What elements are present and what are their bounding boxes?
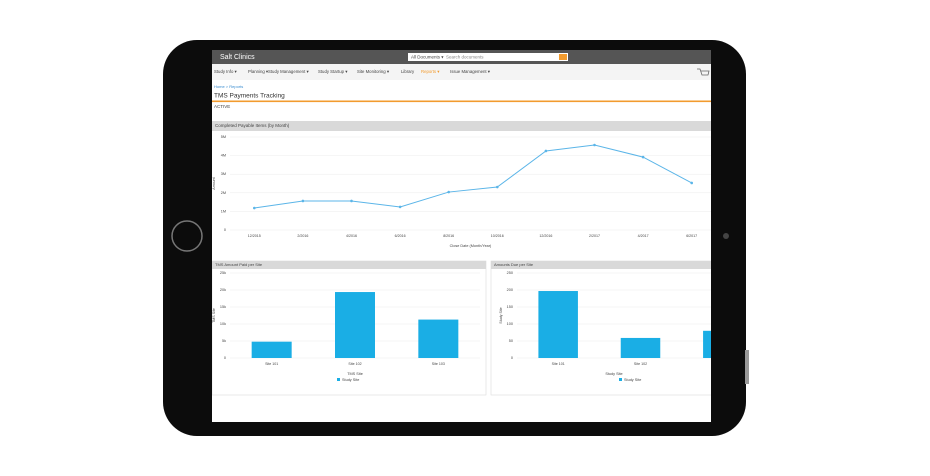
y-tick-label: 0 xyxy=(224,356,226,360)
y-tick-label: 4M xyxy=(221,154,226,158)
nav-bar xyxy=(212,64,711,80)
point xyxy=(350,199,353,203)
x-tick-label: Site 103 xyxy=(432,362,445,366)
point xyxy=(253,206,256,210)
y-tick-label: 20k xyxy=(220,288,226,292)
legend-swatch xyxy=(337,378,340,381)
y-axis-label: Study Site xyxy=(499,307,503,323)
screen: Salt Clinics All Documents ▾ Search docu… xyxy=(212,50,711,422)
x-tick-label: 2/2017 xyxy=(589,234,600,238)
title-rule xyxy=(212,100,711,103)
x-tick-label: 12/2016 xyxy=(539,234,552,238)
search-button[interactable] xyxy=(559,54,567,60)
y-tick-label: 0 xyxy=(511,356,513,360)
x-axis-label: Study Site xyxy=(605,372,622,376)
x-tick-label: 12/2015 xyxy=(248,234,261,238)
x-tick-label: Site 101 xyxy=(265,362,278,366)
x-tick-label: 6/2017 xyxy=(686,234,697,238)
point xyxy=(398,205,402,209)
page-title: TMS Payments Tracking xyxy=(214,93,285,100)
camera xyxy=(723,233,729,239)
nav-item[interactable]: Study Info ▾ xyxy=(214,69,237,74)
nav-item[interactable]: Library xyxy=(401,69,415,74)
home-button[interactable] xyxy=(171,220,203,252)
x-axis-label: Close Date (Month/Year) xyxy=(450,244,492,248)
nav-item[interactable]: Study Startup ▾ xyxy=(318,69,347,74)
point xyxy=(447,190,451,194)
y-tick-label: 50 xyxy=(509,339,513,343)
x-tick-label: 6/2016 xyxy=(395,234,406,238)
bar-panel xyxy=(490,260,711,396)
search-box[interactable] xyxy=(408,53,568,61)
x-tick-label: 2/2016 xyxy=(297,234,308,238)
nav-item[interactable]: Site Monitoring ▾ xyxy=(357,69,389,74)
x-tick-label: 10/2016 xyxy=(491,234,504,238)
panel-title: TMS Amount Paid per Site xyxy=(215,262,263,267)
y-tick-label: 15k xyxy=(220,305,226,309)
nav-item[interactable]: Issue Management ▾ xyxy=(450,69,490,74)
search-placeholder[interactable]: Search documents xyxy=(446,55,484,60)
search-scope[interactable]: All Documents ▾ xyxy=(411,55,444,60)
charts: 0 1M 2M 3M 4M 5M Amount Close Date (Month/Year)… xyxy=(212,135,711,382)
bar xyxy=(538,291,578,358)
x-tick-label: 4/2017 xyxy=(638,234,649,238)
y-tick-label: 5M xyxy=(221,135,226,139)
filter[interactable]: ACTIVE xyxy=(214,104,230,109)
y-tick-label: 100 xyxy=(507,322,513,326)
bar xyxy=(335,292,375,358)
y-axis-label: TMS Site xyxy=(212,308,216,323)
y-tick-label: 250 xyxy=(507,271,513,275)
legend-label: Study Site xyxy=(342,378,359,382)
x-tick-label: Site 102 xyxy=(348,362,361,366)
y-tick-label: 150 xyxy=(507,305,513,309)
point xyxy=(301,199,305,203)
y-tick-label: 0 xyxy=(224,228,226,232)
bar xyxy=(620,337,661,358)
legend-label: Study Site xyxy=(624,378,641,382)
line-series xyxy=(254,144,692,209)
x-axis-label: TMS Site xyxy=(347,372,363,376)
nav-item[interactable]: Reports ▾ xyxy=(421,69,439,74)
bar-panel-header xyxy=(212,261,486,269)
point xyxy=(544,149,548,153)
side-button xyxy=(745,350,749,384)
y-tick-label: 200 xyxy=(507,288,513,292)
x-tick-label: Site 102 xyxy=(634,362,647,366)
panel-title: Amounts Due per Site xyxy=(494,262,534,267)
x-tick-label: 4/2016 xyxy=(346,234,357,238)
y-tick-label: 5k xyxy=(222,339,226,343)
nav-item[interactable]: Planning ▾ xyxy=(248,69,268,74)
app-name: Salt Clinics xyxy=(220,54,255,61)
bar-panel-header xyxy=(491,261,711,269)
y-tick-label: 3M xyxy=(221,172,226,176)
bar xyxy=(418,319,459,358)
x-tick-label: Site 101 xyxy=(552,362,565,366)
legend-swatch xyxy=(619,378,622,381)
cart-icon[interactable] xyxy=(697,68,710,76)
bar xyxy=(703,330,711,358)
nav: Study Info ▾ Planning ▾ Study Management ▾… xyxy=(214,69,490,74)
nav-item[interactable]: Study Management ▾ xyxy=(268,69,309,74)
x-tick-label: 8/2016 xyxy=(443,234,454,238)
y-tick-label: 1M xyxy=(221,209,226,213)
point xyxy=(690,181,693,185)
point xyxy=(593,143,596,147)
line-panel-title: Completed Payable Items (by Month) xyxy=(215,123,290,128)
y-tick-label: 10k xyxy=(220,322,226,326)
bar xyxy=(251,341,292,358)
y-tick-label: 2M xyxy=(221,191,226,195)
line-panel-header xyxy=(212,121,711,131)
breadcrumb[interactable]: Home > Reports xyxy=(214,84,243,89)
point xyxy=(641,155,645,159)
point xyxy=(496,185,499,189)
y-tick-label: 25k xyxy=(220,271,226,275)
y-axis-label: Amount xyxy=(212,177,216,189)
